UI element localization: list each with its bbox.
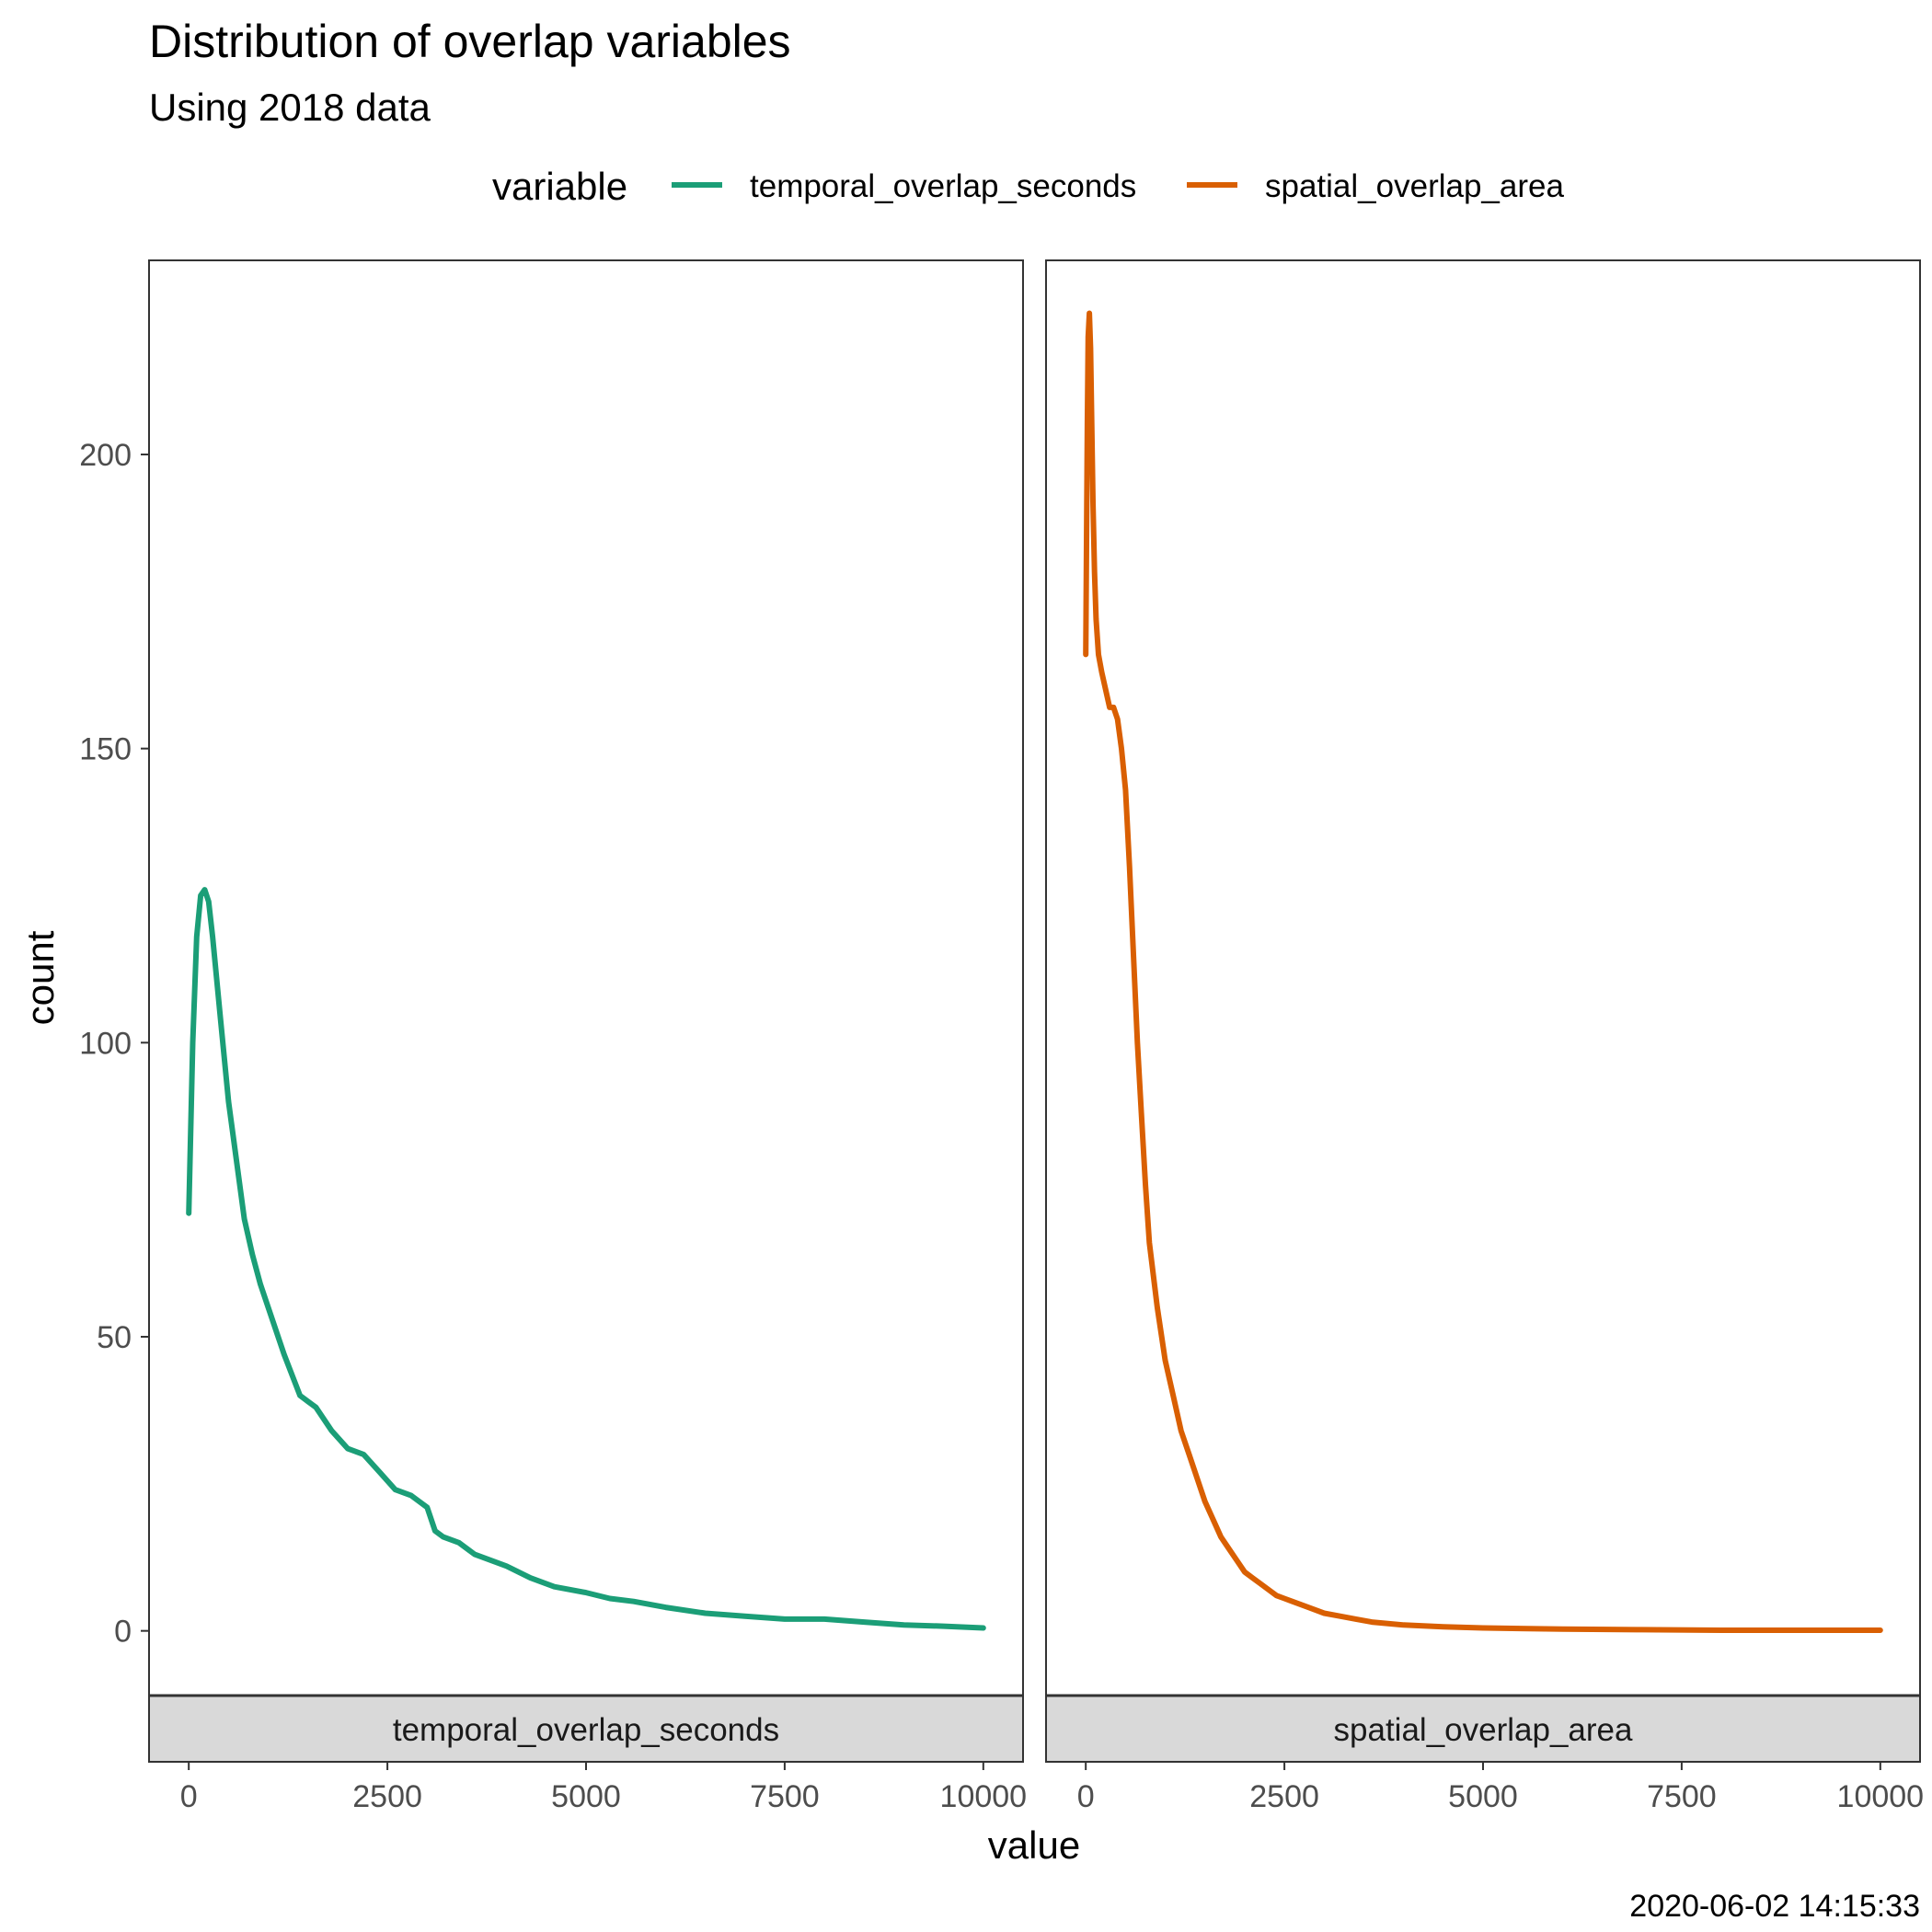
y-tick-label: 100	[79, 1026, 132, 1061]
y-axis: 0 50 100 150 200	[79, 438, 149, 1650]
caption-timestamp: 2020-06-02 14:15:33	[1629, 1889, 1920, 1924]
legend-label-temporal-overlap-seconds: temporal_overlap_seconds	[750, 168, 1136, 204]
facet-strip-label: spatial_overlap_area	[1334, 1712, 1633, 1748]
y-tick-label: 150	[79, 732, 132, 767]
y-axis-title: count	[18, 930, 62, 1025]
x-tick-label: 5000	[1448, 1779, 1518, 1814]
facet-strip	[148, 1695, 1024, 1763]
y-tick-label: 50	[97, 1320, 132, 1355]
x-tick-label: 10000	[1837, 1779, 1925, 1814]
x-tick-label: 7500	[1647, 1779, 1717, 1814]
facet-panel-temporal-overlap-seconds: temporal_overlap_seconds 0 2500 5000 7500 10…	[148, 259, 1027, 1814]
legend-title: variable	[492, 165, 627, 208]
series-line-spatial-overlap-area	[1083, 310, 1883, 1633]
x-tick-label: 2500	[1249, 1779, 1319, 1814]
x-tick-label: 7500	[750, 1779, 820, 1814]
x-axis: 0 2500 5000 7500 10000	[1077, 1762, 1924, 1814]
chart-subtitle: Using 2018 data	[149, 86, 431, 129]
x-tick-label: 10000	[940, 1779, 1028, 1814]
legend-label-spatial-overlap-area: spatial_overlap_area	[1265, 168, 1564, 204]
facet-panel-spatial-overlap-area: spatial_overlap_area 0 2500 5000 7500 10000	[1045, 259, 1924, 1814]
y-tick-label: 200	[79, 438, 132, 473]
x-tick-label: 0	[1077, 1779, 1095, 1814]
x-tick-label: 5000	[551, 1779, 621, 1814]
panel-border	[148, 259, 1024, 1696]
x-tick-label: 0	[180, 1779, 198, 1814]
panel-border	[1045, 259, 1921, 1696]
x-tick-label: 2500	[352, 1779, 422, 1814]
series-line-temporal-overlap-seconds	[186, 887, 986, 1631]
chart-title: Distribution of overlap variables	[149, 16, 791, 67]
x-axis: 0 2500 5000 7500 10000	[180, 1762, 1027, 1814]
legend: variable temporal_overlap_seconds spatia…	[492, 165, 1564, 208]
x-axis-title: value	[988, 1823, 1080, 1867]
facet-strip-label: temporal_overlap_seconds	[393, 1712, 779, 1748]
y-tick-label: 0	[114, 1615, 132, 1650]
